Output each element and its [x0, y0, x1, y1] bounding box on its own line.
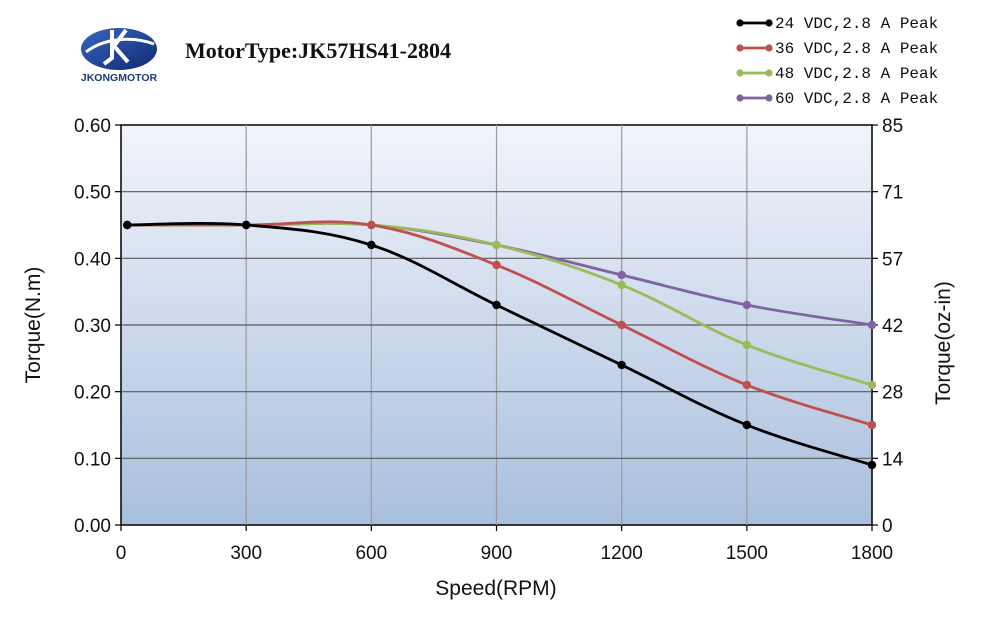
data-point: [492, 300, 501, 310]
legend-swatch-dot: [765, 19, 773, 27]
y-tick-label: 0.60: [74, 116, 111, 137]
y-axis-title: Torque(N.m): [22, 267, 45, 384]
logo-letter-icon: [102, 28, 130, 66]
y2-axis-ticks: 0 14 28 42 57 71 85: [872, 116, 904, 537]
y-tick-label: 0.40: [74, 249, 111, 270]
legend-item: 24 VDC,2.8 A Peak: [736, 15, 938, 33]
legend: 24 VDC,2.8 A Peak 36 VDC,2.8 A Peak 48 VDC…: [736, 15, 938, 108]
series-layer: [123, 220, 877, 470]
data-point: [867, 320, 877, 330]
data-point: [867, 380, 877, 390]
y-tick-label: 0.50: [74, 183, 111, 204]
y2-tick-label: 71: [882, 183, 903, 204]
x-tick-label: 0: [116, 543, 127, 564]
legend-swatch-dot: [765, 94, 773, 102]
data-point: [742, 380, 752, 390]
x-tick-label: 1800: [851, 543, 893, 564]
data-point: [742, 300, 752, 310]
data-point: [617, 280, 626, 290]
data-point: [492, 260, 501, 270]
x-tick-label: 1500: [726, 543, 768, 564]
legend-label: 48 VDC,2.8 A Peak: [775, 65, 938, 83]
y2-tick-label: 85: [882, 116, 903, 137]
y2-tick-label: 28: [882, 383, 903, 404]
y2-tick-label: 42: [882, 316, 903, 337]
y-tick-label: 0.10: [74, 449, 111, 470]
x-tick-label: 300: [230, 543, 262, 564]
data-point: [367, 240, 376, 250]
series-0: [123, 220, 877, 470]
data-point: [367, 220, 376, 230]
data-point: [617, 320, 626, 330]
x-axis-title: Speed(RPM): [435, 577, 556, 600]
chart-title: MotorType:JK57HS41-2804: [185, 38, 451, 63]
legend-label: 24 VDC,2.8 A Peak: [775, 15, 938, 33]
y2-tick-label: 57: [882, 249, 903, 270]
legend-label: 36 VDC,2.8 A Peak: [775, 40, 938, 58]
legend-swatch-dot: [736, 94, 744, 102]
legend-swatch-dot: [736, 19, 744, 27]
y-tick-label: 0.20: [74, 383, 111, 404]
y-tick-label: 0.30: [74, 316, 111, 337]
legend-swatch-dot: [736, 69, 744, 77]
legend-swatch-dot: [765, 44, 773, 52]
legend-item: 36 VDC,2.8 A Peak: [736, 40, 938, 58]
data-point: [742, 340, 752, 350]
x-tick-label: 1200: [601, 543, 643, 564]
data-point: [617, 360, 626, 370]
data-point: [867, 460, 877, 470]
y2-tick-label: 14: [882, 449, 904, 470]
brand-name: JKONGMOTOR: [81, 72, 158, 84]
data-point: [617, 270, 626, 280]
data-point: [492, 240, 501, 250]
data-point: [123, 220, 132, 230]
x-tick-label: 600: [355, 543, 387, 564]
x-tick-label: 900: [481, 543, 513, 564]
data-point: [867, 420, 877, 430]
x-axis-ticks: 0 300 600 900 1200 1500 1800: [116, 525, 893, 564]
legend-label: 60 VDC,2.8 A Peak: [775, 90, 938, 108]
legend-swatch-dot: [765, 69, 773, 77]
data-point: [241, 220, 251, 230]
legend-item: 60 VDC,2.8 A Peak: [736, 90, 938, 108]
legend-item: 48 VDC,2.8 A Peak: [736, 65, 938, 83]
brand-logo: JKONGMOTOR: [81, 28, 158, 84]
y-axis-ticks: 0.00 0.10 0.20 0.30 0.40 0.50 0.60: [74, 116, 121, 537]
y-tick-label: 0.00: [74, 516, 111, 537]
y2-axis-title: Torque(oz-in): [932, 281, 955, 405]
data-point: [742, 420, 752, 430]
legend-swatch-dot: [736, 44, 744, 52]
y2-tick-label: 0: [882, 516, 893, 537]
